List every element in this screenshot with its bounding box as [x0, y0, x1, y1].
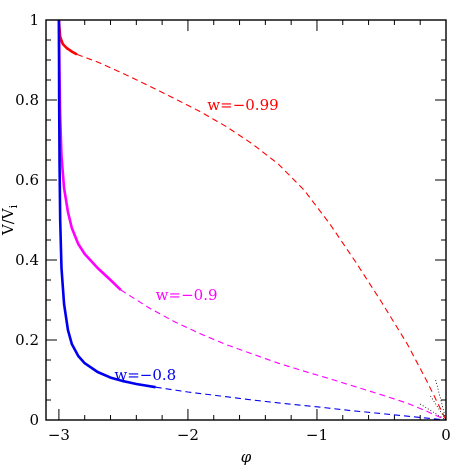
plot-frame	[45, 19, 447, 421]
origin-dotted-line	[419, 403, 447, 421]
y-tick-label: 0.2	[15, 331, 39, 349]
axis-ticks	[46, 19, 447, 421]
y-axis-title-subscript: i	[7, 204, 20, 208]
y-tick-label: 0.4	[15, 251, 39, 269]
x-tick-label: −3	[48, 426, 70, 444]
x-axis-title: φ	[241, 448, 252, 466]
series-1-dashed-line	[120, 289, 447, 421]
series-labels: w=−0.99 w=−0.9 w=−0.8	[114, 96, 278, 384]
series-1-solid-line	[57, 19, 122, 291]
y-tick-label: 1	[29, 11, 39, 29]
origin-dotted-line	[435, 379, 447, 421]
y-axis-title: V/Vi	[0, 204, 20, 236]
series-label: w=−0.99	[207, 96, 278, 114]
x-tick-label: −1	[306, 426, 328, 444]
y-tick-label: 0.6	[15, 171, 39, 189]
series-0-dashed-line	[76, 53, 447, 421]
x-tick-label: 0	[441, 426, 451, 444]
tick-labels: −3 −2 −1 0 0 0.2 0.4 0.6 0.8 1	[15, 11, 451, 444]
x-tick-label: −2	[177, 426, 199, 444]
series-2-dashed-line	[155, 386, 447, 421]
series-label: w=−0.8	[114, 366, 176, 384]
series-0-solid-line	[57, 19, 78, 56]
series-2-solid-line	[57, 19, 156, 389]
chart-series	[57, 19, 447, 421]
y-tick-label: 0.8	[15, 91, 39, 109]
y-tick-label: 0	[29, 411, 39, 429]
y-axis-title-main: V/V	[0, 207, 17, 236]
series-label: w=−0.9	[156, 286, 218, 304]
